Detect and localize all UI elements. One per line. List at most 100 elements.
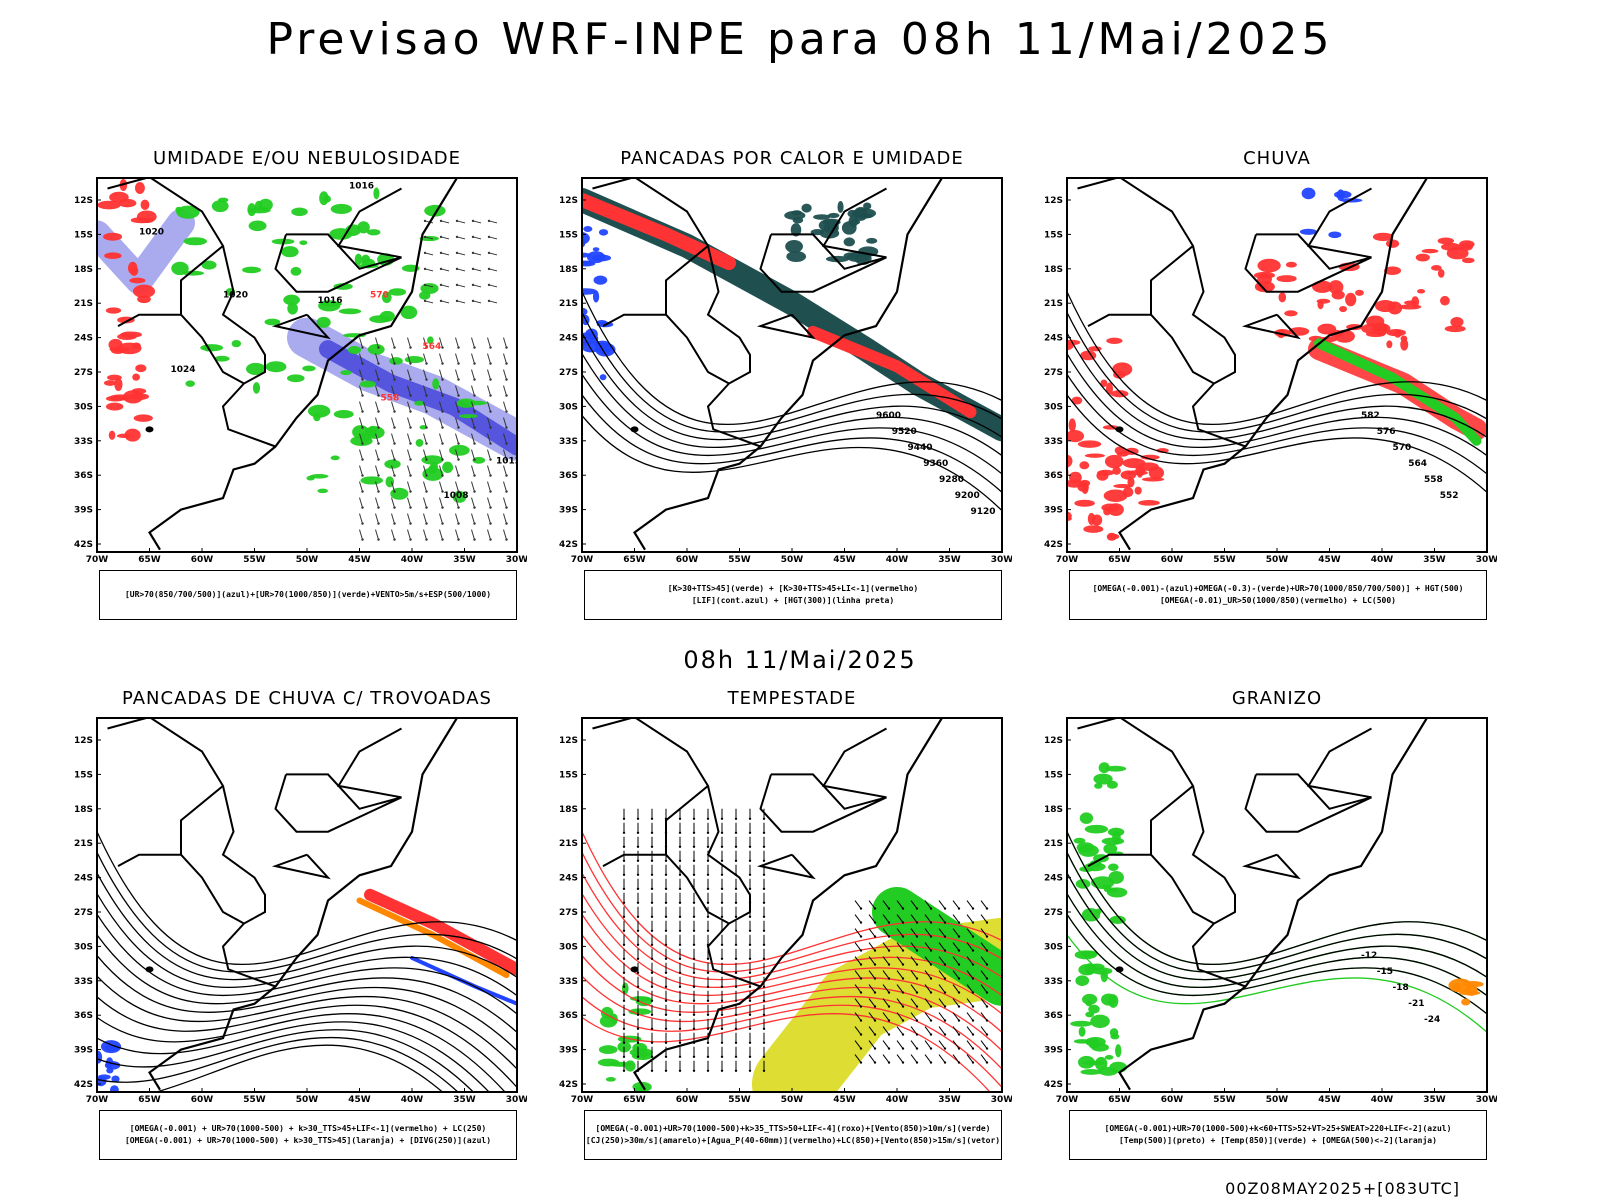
rain-red-area [1103,489,1128,502]
wind-vector [489,394,492,397]
wind-vector [859,935,863,938]
wind-vector [487,465,491,476]
wind-vector [762,1013,766,1016]
lat-tick-label: 15S [559,230,578,240]
wind-vector [393,346,396,349]
panel-title: GRANIZO [1231,688,1323,709]
wind-vector [457,538,460,541]
coastline [633,178,944,551]
lon-tick-label: 30W [506,555,527,565]
wind-vector [636,943,640,946]
legend-box: [K>30+TTS>45](verde) + [K>30+TTS>45+LI<-… [584,570,1002,620]
thickness-red-contour [109,191,129,203]
wind-vector [748,1041,752,1044]
wind-vector [720,1069,724,1072]
lon-tick-label: 45W [348,555,371,565]
humidity-green-contour [427,336,434,345]
map-content [97,718,517,1092]
contour-label: 1012 [496,457,521,467]
lon-tick-label: 35W [453,1095,476,1105]
wind-vector [489,426,492,429]
wind-vector [929,935,933,938]
wind-vector [734,957,738,960]
wind-vector [471,529,475,540]
lon-tick-label: 70W [1056,555,1079,565]
lif-blue-contour [598,229,609,236]
wind-vector [859,1019,863,1022]
map-plot: 582 576 570 564 558 552 12S 15S 18S 21S 24S 27S 30S 3… [1044,177,1497,565]
country-border [180,314,245,385]
humidity-green-contour [373,187,380,200]
wind-vector [896,1026,904,1035]
lon-tick-label: 65W [1108,555,1131,565]
wind-vector [488,284,498,288]
wind-vector [868,942,876,951]
wind-vector [868,1054,876,1063]
wind-vector [966,1012,974,1021]
rain-red-area [1437,268,1445,278]
wind-vector [938,928,946,937]
lc850-red-streamline [582,1013,991,1092]
wind-vector [440,252,450,256]
wind-vector [720,1041,724,1044]
rain-red-area [1372,322,1388,335]
rain-red-area [1284,310,1298,317]
lat-tick-label: 12S [74,736,93,746]
wind-vector [505,490,508,493]
contour-label: -12 [1361,951,1377,961]
temp850-green-contour [1067,893,1487,997]
contour-label: 9520 [892,427,917,437]
wind-vector [910,900,918,909]
humidity-green-contour [390,487,409,500]
wind-vector [622,1041,626,1044]
wind-vector [636,859,640,862]
wind-vector [938,942,946,951]
lake [145,426,154,433]
wind-vector [457,346,460,349]
wind-vector [929,991,933,994]
rain-red-area [1437,237,1455,245]
wind-vector [692,901,696,904]
wind-vector [910,956,918,965]
wind-vector [423,283,427,287]
legend-line: [Temp(500)](preto) + [Temp(850)](verde) … [1119,1136,1437,1145]
humidity-green-contour [302,365,316,372]
thickness-red-contour [140,199,150,210]
wind-vector [377,394,380,397]
humidity-green-contour [319,191,329,206]
wind-vector [985,907,989,910]
country-border [592,178,710,327]
wind-vector [636,957,640,960]
wind-vector [873,1047,877,1050]
wind-vector [896,970,904,979]
wind-vector [859,991,863,994]
wind-vector [678,817,682,820]
wind-vector [375,513,379,524]
wind-vector [487,251,491,255]
wind-vector [391,385,395,396]
wind-vector [471,417,475,428]
lon-tick-label: 30W [1476,1095,1497,1105]
wind-vector [423,449,427,460]
wind-vector [425,490,428,493]
temp500-contour [1067,872,1487,981]
lat-tick-label: 42S [559,540,578,550]
wind-vector [748,1069,752,1072]
wind-vector [887,1005,891,1008]
wind-vector [957,935,961,938]
wind-vector [425,426,428,429]
wind850-green-area [628,1008,652,1015]
lat-tick-label: 42S [1044,540,1063,550]
wind-vector [762,873,766,876]
lif-blue-contour [582,340,588,346]
wind-vector [720,901,724,904]
wind-vector [678,929,682,932]
wind-vector [439,283,443,287]
lat-tick-label: 36S [559,1011,578,1021]
humidity-green-contour [389,357,403,365]
lif-blue-contour [593,275,608,285]
wind-vector [503,433,507,444]
wind-vector [487,513,491,524]
wind-vector [505,394,508,397]
